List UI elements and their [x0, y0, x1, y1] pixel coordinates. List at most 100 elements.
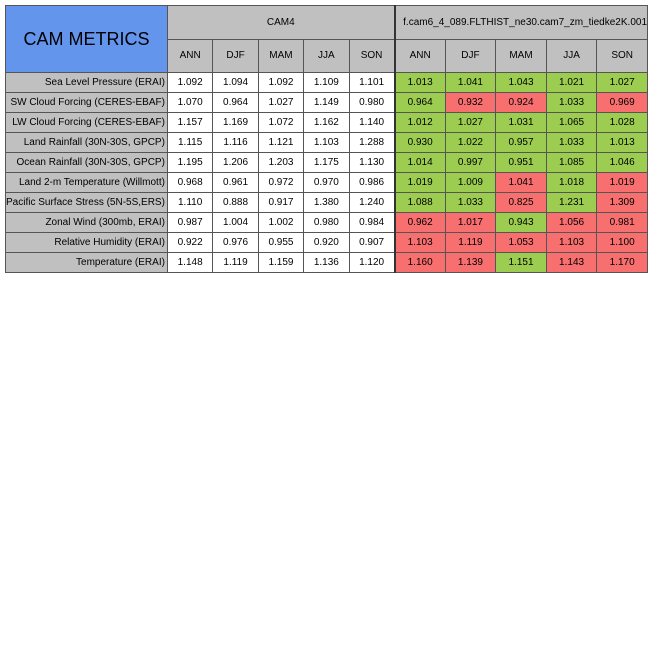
- new-case-value-cell: 1.009: [444, 172, 497, 193]
- new-case-value-cell: 1.119: [444, 232, 497, 253]
- new-case-value-cell: 1.018: [545, 172, 598, 193]
- table-row: Zonal Wind (300mb, ERAI) 0.987 1.004 1.002 0…: [5, 212, 648, 233]
- new-case-value-cell: 0.951: [495, 152, 547, 173]
- new-case-value-cell: 1.053: [495, 232, 547, 253]
- new-case-value-cell: 1.022: [444, 132, 497, 153]
- new-case-value-cell: 1.033: [444, 192, 497, 213]
- new-case-value-cell: 0.932: [444, 92, 497, 113]
- season-header-new-mam: MAM: [495, 38, 547, 73]
- new-case-value-cell: 1.100: [596, 232, 648, 253]
- cam4-value-cell: 1.115: [166, 132, 214, 153]
- new-case-value-cell: 1.033: [545, 92, 598, 113]
- season-header-cam4-ann: ANN: [166, 38, 214, 73]
- cam4-value-cell: 1.027: [257, 92, 305, 113]
- season-header-cam4-jja: JJA: [303, 38, 350, 73]
- cam4-value-cell: 0.968: [166, 172, 214, 193]
- cam4-value-cell: 0.917: [257, 192, 305, 213]
- cam4-value-cell: 0.986: [348, 172, 396, 193]
- season-header-new-djf: DJF: [444, 38, 497, 73]
- cam4-value-cell: 1.121: [257, 132, 305, 153]
- cam4-value-cell: 1.109: [303, 72, 350, 93]
- table-row: LW Cloud Forcing (CERES-EBAF) 1.157 1.169 1…: [5, 112, 648, 133]
- new-case-value-cell: 1.021: [545, 72, 598, 93]
- cam4-value-cell: 1.101: [348, 72, 396, 93]
- new-case-value-cell: 1.170: [596, 252, 648, 273]
- row-label: SW Cloud Forcing (CERES-EBAF): [5, 92, 168, 113]
- new-case-value-cell: 1.028: [596, 112, 648, 133]
- cam4-value-cell: 0.984: [348, 212, 396, 233]
- table-row: Ocean Rainfall (30N-30S, GPCP) 1.195 1.206…: [5, 152, 648, 173]
- cam4-value-cell: 1.148: [166, 252, 214, 273]
- new-case-value-cell: 1.033: [545, 132, 598, 153]
- new-case-value-cell: 0.969: [596, 92, 648, 113]
- new-case-value-cell: 1.027: [596, 72, 648, 93]
- new-case-value-cell: 0.997: [444, 152, 497, 173]
- cam4-value-cell: 0.964: [212, 92, 259, 113]
- cam4-value-cell: 1.206: [212, 152, 259, 173]
- new-case-value-cell: 1.085: [545, 152, 598, 173]
- season-header-new-son: SON: [596, 38, 648, 73]
- row-label: Sea Level Pressure (ERAI): [5, 72, 168, 93]
- row-label: Land Rainfall (30N-30S, GPCP): [5, 132, 168, 153]
- new-case-value-cell: 1.309: [596, 192, 648, 213]
- new-case-value-cell: 1.151: [495, 252, 547, 273]
- metrics-body: Sea Level Pressure (ERAI) 1.092 1.094 1.092…: [5, 72, 648, 273]
- cam4-value-cell: 0.888: [212, 192, 259, 213]
- new-case-value-cell: 0.825: [495, 192, 547, 213]
- new-case-value-cell: 1.231: [545, 192, 598, 213]
- row-label: Relative Humidity (ERAI): [5, 232, 168, 253]
- season-header-cam4-son: SON: [348, 38, 396, 73]
- new-case-value-cell: 0.930: [393, 132, 446, 153]
- table-row: Land 2-m Temperature (Willmott) 0.968 0.96…: [5, 172, 648, 193]
- cam4-value-cell: 0.976: [212, 232, 259, 253]
- new-case-value-cell: 1.012: [393, 112, 446, 133]
- table-row: Sea Level Pressure (ERAI) 1.092 1.094 1.092…: [5, 72, 648, 93]
- cam4-value-cell: 1.140: [348, 112, 396, 133]
- new-case-value-cell: 1.017: [444, 212, 497, 233]
- new-case-value-cell: 1.019: [596, 172, 648, 193]
- cam4-value-cell: 1.159: [257, 252, 305, 273]
- cam4-value-cell: 1.136: [303, 252, 350, 273]
- new-case-value-cell: 1.139: [444, 252, 497, 273]
- cam4-value-cell: 1.149: [303, 92, 350, 113]
- new-case-value-cell: 1.031: [495, 112, 547, 133]
- table-row: Temperature (ERAI) 1.148 1.119 1.159 1.136 1.…: [5, 252, 648, 273]
- new-case-value-cell: 0.962: [393, 212, 446, 233]
- new-case-value-cell: 0.924: [495, 92, 547, 113]
- cam4-value-cell: 1.288: [348, 132, 396, 153]
- season-header-cam4-djf: DJF: [212, 38, 259, 73]
- new-case-value-cell: 1.103: [393, 232, 446, 253]
- table-title: CAM METRICS: [5, 5, 168, 73]
- new-case-value-cell: 1.043: [495, 72, 547, 93]
- cam4-value-cell: 1.203: [257, 152, 305, 173]
- row-label: Land 2-m Temperature (Willmott): [5, 172, 168, 193]
- cam4-value-cell: 1.110: [166, 192, 214, 213]
- cam4-value-cell: 1.103: [303, 132, 350, 153]
- cam4-value-cell: 1.175: [303, 152, 350, 173]
- cam4-value-cell: 0.961: [212, 172, 259, 193]
- new-case-value-cell: 1.065: [545, 112, 598, 133]
- new-case-value-cell: 1.019: [393, 172, 446, 193]
- cam-metrics-table: CAM METRICS CAM4 f.cam6_4_089.FLTHIST_ne…: [5, 5, 648, 273]
- new-case-value-cell: 1.056: [545, 212, 598, 233]
- cam4-value-cell: 1.094: [212, 72, 259, 93]
- table-row: Relative Humidity (ERAI) 0.922 0.976 0.955 0…: [5, 232, 648, 253]
- new-case-value-cell: 0.964: [393, 92, 446, 113]
- cam4-value-cell: 1.380: [303, 192, 350, 213]
- new-case-value-cell: 1.027: [444, 112, 497, 133]
- row-label: Zonal Wind (300mb, ERAI): [5, 212, 168, 233]
- cam4-value-cell: 1.092: [257, 72, 305, 93]
- cam4-value-cell: 1.116: [212, 132, 259, 153]
- cam4-value-cell: 1.119: [212, 252, 259, 273]
- cam4-value-cell: 1.092: [166, 72, 214, 93]
- new-case-value-cell: 1.013: [393, 72, 446, 93]
- new-case-value-cell: 0.981: [596, 212, 648, 233]
- cam4-value-cell: 1.002: [257, 212, 305, 233]
- new-case-value-cell: 1.014: [393, 152, 446, 173]
- row-label: Ocean Rainfall (30N-30S, GPCP): [5, 152, 168, 173]
- row-label: LW Cloud Forcing (CERES-EBAF): [5, 112, 168, 133]
- season-header-row: ANN DJF MAM JJA SON ANN DJF MAM JJA SON: [6, 38, 648, 73]
- cam4-value-cell: 0.907: [348, 232, 396, 253]
- row-label: Pacific Surface Stress (5N-5S,ERS): [5, 192, 168, 213]
- cam4-value-cell: 1.195: [166, 152, 214, 173]
